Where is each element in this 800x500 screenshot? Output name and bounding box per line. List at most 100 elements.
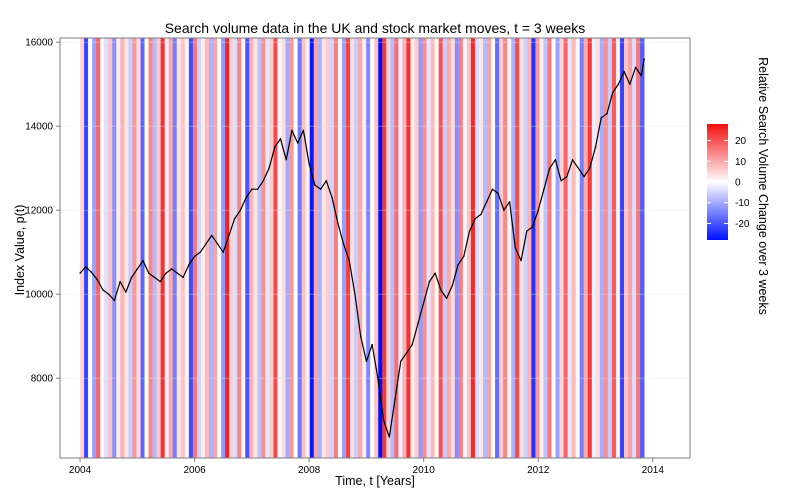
band-100 xyxy=(483,38,488,458)
data-point-60 xyxy=(422,301,425,304)
data-point-28 xyxy=(239,209,242,211)
band-92 xyxy=(450,38,456,458)
band-5 xyxy=(100,38,105,458)
data-point-42 xyxy=(319,188,322,190)
band-13 xyxy=(132,38,137,458)
band-135 xyxy=(624,38,629,458)
band-137 xyxy=(632,38,637,458)
colorbar-label-10: 10 xyxy=(735,157,747,168)
band-104 xyxy=(499,38,504,458)
data-point-65 xyxy=(451,285,454,287)
band-105 xyxy=(503,38,508,458)
band-55 xyxy=(301,38,306,458)
data-point-57 xyxy=(405,352,408,354)
band-107 xyxy=(511,38,516,458)
band-1 xyxy=(84,38,89,458)
band-8 xyxy=(112,38,117,458)
colorbar: 20 10 0 -10 -20 xyxy=(707,124,750,240)
data-point-20 xyxy=(193,255,196,258)
data-point-70 xyxy=(480,213,482,216)
band-90 xyxy=(442,38,448,458)
band-20 xyxy=(160,38,165,458)
data-point-99 xyxy=(643,58,645,60)
band-91 xyxy=(446,38,452,458)
band-130 xyxy=(603,38,609,458)
data-point-82 xyxy=(548,167,551,169)
band-62 xyxy=(329,38,335,458)
band-96 xyxy=(466,38,472,458)
band-83 xyxy=(414,38,419,458)
band-17 xyxy=(148,38,153,458)
band-114 xyxy=(539,38,544,458)
band-76 xyxy=(386,38,391,458)
band-67 xyxy=(350,38,355,458)
data-point-22 xyxy=(205,243,207,245)
data-point-10 xyxy=(136,268,139,270)
band-48 xyxy=(273,38,278,458)
band-37 xyxy=(229,38,234,458)
band-72 xyxy=(370,38,375,458)
data-point-37 xyxy=(291,129,293,132)
band-81 xyxy=(406,38,411,458)
data-point-98 xyxy=(640,75,643,77)
data-point-73 xyxy=(497,192,499,195)
data-point-6 xyxy=(113,299,116,302)
data-point-25 xyxy=(222,251,224,253)
data-point-83 xyxy=(554,159,557,161)
band-110 xyxy=(523,38,528,458)
band-106 xyxy=(507,38,512,458)
data-point-27 xyxy=(233,217,236,220)
band-127 xyxy=(591,38,597,458)
index-line xyxy=(79,58,645,438)
band-26 xyxy=(184,38,190,458)
data-point-94 xyxy=(617,83,620,85)
band-99 xyxy=(478,38,484,458)
data-point-54 xyxy=(388,436,391,438)
data-point-35 xyxy=(279,138,282,140)
band-89 xyxy=(438,38,444,458)
band-103 xyxy=(495,38,500,458)
band-43 xyxy=(253,38,258,458)
band-6 xyxy=(104,38,109,458)
y-tick-label-8000: 8000 xyxy=(31,374,54,385)
band-121 xyxy=(567,38,572,458)
band-139 xyxy=(640,38,645,458)
data-point-7 xyxy=(119,280,121,283)
data-point-45 xyxy=(337,222,339,224)
band-7 xyxy=(108,38,113,458)
x-tick-label-2004: 2004 xyxy=(69,465,92,476)
band-40 xyxy=(241,38,246,458)
colorbar-label-20: 20 xyxy=(735,136,747,147)
data-point-75 xyxy=(508,201,511,203)
band-21 xyxy=(164,38,169,458)
band-132 xyxy=(611,38,617,458)
data-point-84 xyxy=(560,180,562,182)
data-point-62 xyxy=(434,272,436,274)
band-93 xyxy=(454,38,460,458)
band-53 xyxy=(293,38,298,458)
band-34 xyxy=(217,38,222,458)
band-27 xyxy=(188,38,194,458)
data-point-24 xyxy=(216,243,219,245)
band-35 xyxy=(221,38,226,458)
data-point-48 xyxy=(354,293,356,295)
data-point-76 xyxy=(514,247,517,249)
data-point-68 xyxy=(468,230,471,232)
band-60 xyxy=(321,38,327,458)
data-point-19 xyxy=(188,264,190,266)
data-point-36 xyxy=(285,159,287,161)
data-point-3 xyxy=(96,278,98,281)
band-57 xyxy=(309,38,315,458)
band-111 xyxy=(527,38,532,458)
band-102 xyxy=(491,38,496,458)
band-10 xyxy=(120,38,125,458)
data-point-96 xyxy=(629,83,631,85)
data-point-95 xyxy=(623,70,625,73)
band-134 xyxy=(620,38,625,458)
band-71 xyxy=(366,38,371,458)
band-3 xyxy=(92,38,97,458)
band-77 xyxy=(390,38,395,458)
band-115 xyxy=(543,38,548,458)
band-73 xyxy=(374,38,379,458)
